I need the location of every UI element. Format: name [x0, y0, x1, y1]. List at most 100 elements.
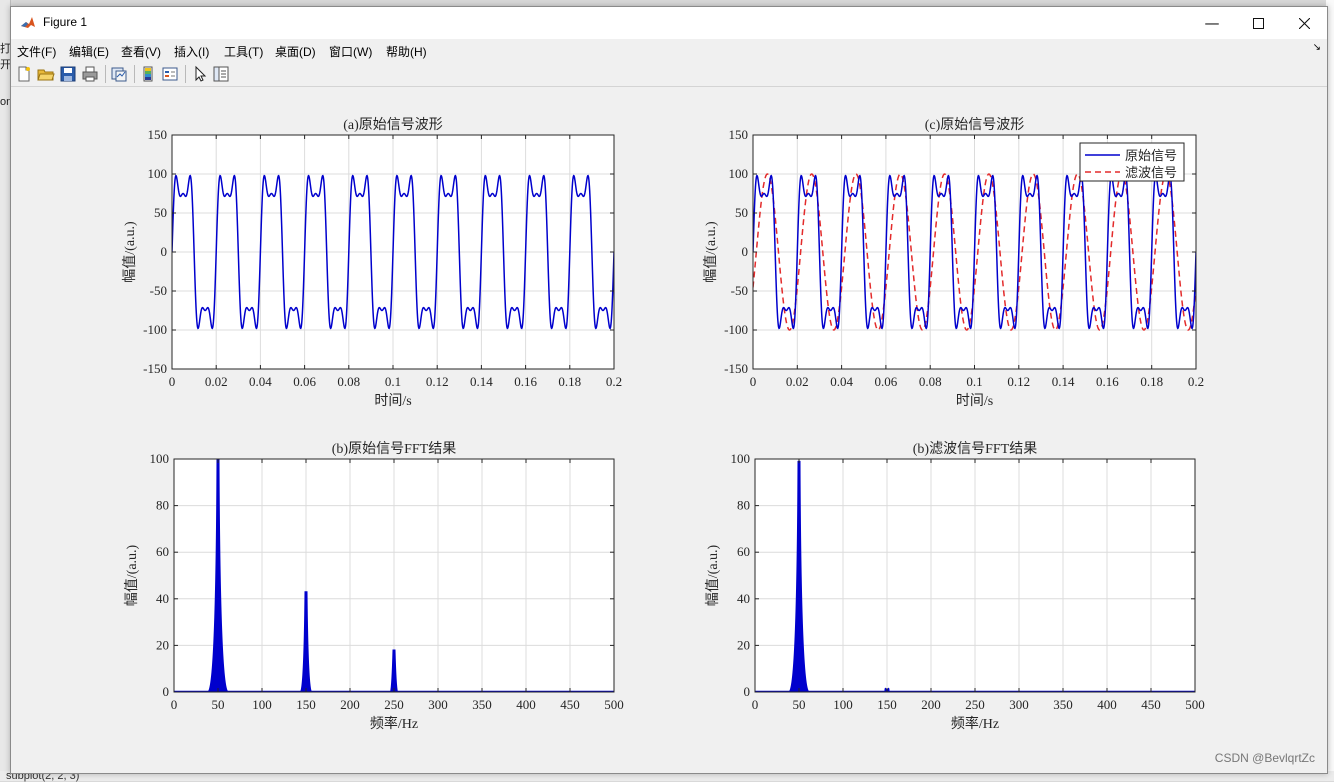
- new-figure-icon[interactable]: [15, 65, 33, 83]
- background-command-text: subplot(2, 2, 3): [6, 770, 80, 782]
- x-axis-label: 时间/s: [374, 393, 411, 409]
- x-tick-label: 150: [877, 697, 897, 712]
- x-tick-label: 0: [171, 697, 178, 712]
- x-tick-label: 50: [793, 697, 806, 712]
- maximize-icon: [1252, 18, 1264, 29]
- x-axis-label: 时间/s: [956, 393, 993, 409]
- x-tick-label: 0.18: [558, 374, 581, 389]
- figure-window: Figure 1 — 文件(F) 编辑(E) 查看(V) 插入(I) 工具(T)…: [10, 6, 1328, 774]
- x-tick-label: 0.2: [1188, 374, 1204, 389]
- y-tick-label: 50: [735, 205, 748, 220]
- matlab-logo-icon: [20, 15, 36, 31]
- toolbar-separator: [185, 65, 186, 83]
- spectrum-peak: [299, 591, 313, 693]
- y-tick-label: -50: [731, 283, 748, 298]
- menu-view[interactable]: 查看(V): [121, 45, 161, 59]
- menu-insert[interactable]: 插入(I): [174, 45, 210, 59]
- close-button[interactable]: [1281, 7, 1327, 39]
- y-tick-label: 80: [737, 498, 750, 513]
- save-icon[interactable]: [59, 65, 77, 83]
- dock-arrow-icon[interactable]: ↘: [1312, 42, 1321, 53]
- chart-title: (b)原始信号FFT结果: [332, 441, 456, 457]
- toolbar-separator: [105, 65, 106, 83]
- menu-desktop[interactable]: 桌面(D): [275, 45, 316, 59]
- y-tick-label: -50: [150, 283, 167, 298]
- y-axis-label: 幅值/(a.u.): [703, 221, 719, 283]
- x-tick-label: 400: [1097, 697, 1117, 712]
- colorbar-icon[interactable]: [139, 65, 157, 83]
- y-tick-label: 100: [729, 166, 749, 181]
- y-axis-label: 幅值/(a.u.): [124, 544, 140, 606]
- menu-window[interactable]: 窗口(W): [329, 45, 373, 59]
- x-tick-label: 0.18: [1140, 374, 1163, 389]
- menu-tools[interactable]: 工具(T): [224, 45, 264, 59]
- x-tick-label: 200: [921, 697, 941, 712]
- y-tick-label: 100: [731, 451, 751, 466]
- x-tick-label: 0: [169, 374, 176, 389]
- x-tick-label: 400: [516, 697, 536, 712]
- x-tick-label: 50: [212, 697, 225, 712]
- axes-2: 0 0.02 0.04 0.06 0.08 0.1 0.12 0.14 0.16 0.18 0.2 -…: [703, 117, 1204, 409]
- legend-label: 原始信号: [1125, 148, 1177, 163]
- legend-icon[interactable]: [161, 65, 179, 83]
- x-tick-label: 0: [752, 697, 759, 712]
- axes-1: 0 0.02 0.04 0.06 0.08 0.1 0.12 0.14 0.16 0.18 0.2 -…: [122, 117, 622, 409]
- minimize-button[interactable]: —: [1204, 14, 1220, 32]
- maximize-button[interactable]: [1235, 7, 1281, 39]
- y-tick-label: 0: [744, 684, 751, 699]
- property-inspector-icon[interactable]: [212, 65, 230, 83]
- x-tick-label: 500: [604, 697, 624, 712]
- y-tick-label: 0: [163, 684, 170, 699]
- x-tick-label: 350: [472, 697, 492, 712]
- link-plot-icon[interactable]: [110, 65, 128, 83]
- x-tick-label: 250: [384, 697, 404, 712]
- background-window-strip-bottom: subplot(2, 2, 3): [0, 770, 1334, 782]
- figure-canvas: 0 0.02 0.04 0.06 0.08 0.1 0.12 0.14 0.16 0.18 0.2 -…: [11, 87, 1327, 773]
- x-tick-label: 0.02: [786, 374, 809, 389]
- x-tick-label: 0.12: [1007, 374, 1030, 389]
- series-line-original: [172, 174, 614, 330]
- x-tick-label: 0.1: [385, 374, 401, 389]
- menu-edit[interactable]: 编辑(E): [69, 45, 109, 59]
- open-file-icon[interactable]: [37, 65, 55, 83]
- x-tick-label: 0.14: [470, 374, 493, 389]
- x-tick-label: 0.14: [1052, 374, 1075, 389]
- x-tick-label: 0.08: [919, 374, 942, 389]
- background-window-strip-right: [1326, 0, 1334, 781]
- x-tick-label: 0.02: [205, 374, 228, 389]
- edit-plot-icon[interactable]: [191, 65, 209, 83]
- x-tick-label: 350: [1053, 697, 1073, 712]
- y-axis-label: 幅值/(a.u.): [122, 221, 138, 283]
- y-tick-label: 20: [737, 637, 750, 652]
- print-icon[interactable]: [81, 65, 99, 83]
- x-axis-label: 频率/Hz: [370, 715, 418, 732]
- y-tick-label: 40: [156, 591, 169, 606]
- y-tick-label: 20: [156, 637, 169, 652]
- menu-help[interactable]: 帮助(H): [386, 45, 427, 59]
- menu-file[interactable]: 文件(F): [17, 45, 57, 59]
- y-tick-label: 50: [154, 205, 167, 220]
- y-tick-label: 0: [161, 244, 168, 259]
- x-tick-label: 300: [428, 697, 448, 712]
- series-line-original: [753, 174, 1196, 330]
- x-tick-label: 0.12: [426, 374, 449, 389]
- x-tick-label: 0.16: [1096, 374, 1119, 389]
- x-tick-label: 0.04: [249, 374, 272, 389]
- x-tick-label: 0.2: [606, 374, 622, 389]
- plot-content: [172, 174, 614, 330]
- x-tick-label: 0.1: [966, 374, 982, 389]
- y-tick-label: 150: [729, 127, 749, 142]
- x-tick-label: 300: [1009, 697, 1029, 712]
- y-tick-label: -150: [724, 361, 748, 376]
- x-tick-label: 250: [965, 697, 985, 712]
- y-tick-label: 60: [737, 544, 750, 559]
- toolbar: [11, 62, 1327, 87]
- x-axis-label: 频率/Hz: [951, 715, 999, 732]
- spectrum-peak: [787, 460, 811, 693]
- window-title: Figure 1: [43, 15, 88, 29]
- title-bar[interactable]: Figure 1 —: [11, 7, 1327, 39]
- x-tick-label: 0.16: [514, 374, 537, 389]
- y-tick-label: 0: [742, 244, 749, 259]
- y-tick-label: 60: [156, 544, 169, 559]
- y-tick-label: 100: [148, 166, 168, 181]
